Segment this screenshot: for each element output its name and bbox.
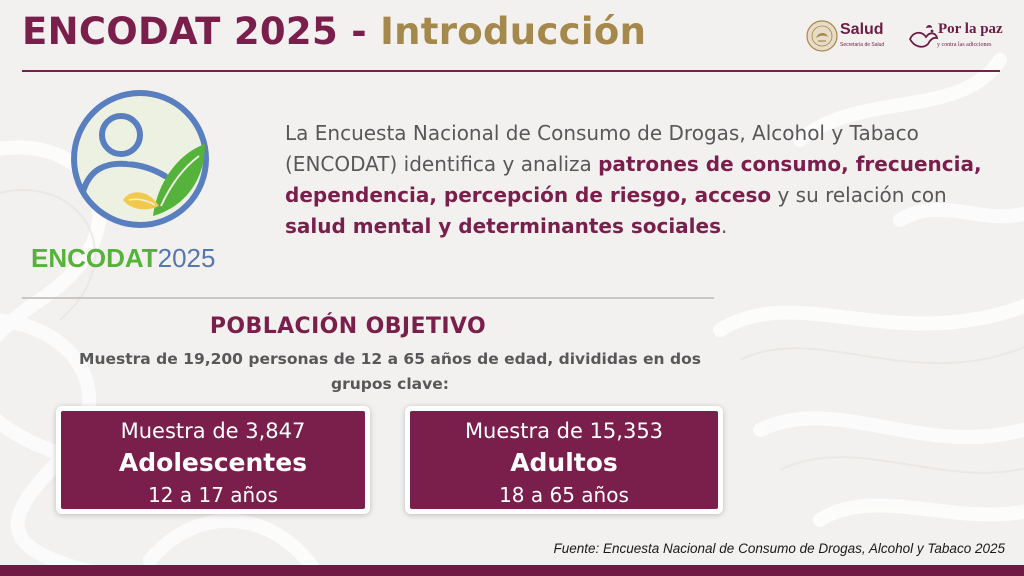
poblacion-title: POBLACIÓN OBJETIVO <box>209 314 487 339</box>
salud-logo-subtitle: Secretaría de Salud <box>840 42 885 48</box>
logo-word-encodat: ENCODAT <box>31 243 158 273</box>
intro-paragraph: La Encuesta Nacional de Consumo de Droga… <box>285 118 997 242</box>
header-logos: Salud Secretaría de Salud Por la paz y c… <box>806 18 1016 58</box>
intro-text-3: . <box>721 214 728 238</box>
group-card-body: Muestra de 3,847 Adolescentes 12 a 17 añ… <box>61 411 365 509</box>
group-card-body: Muestra de 15,353 Adultos 18 a 65 años <box>410 411 718 509</box>
por-la-paz-logo-text: Por la paz <box>938 21 1003 37</box>
group-age-range: 18 a 65 años <box>499 483 629 507</box>
header-divider <box>22 70 1000 72</box>
encodat-logo-wordmark: ENCODAT2025 <box>31 243 215 274</box>
intro-text-2: y su relación con <box>771 183 947 207</box>
group-name: Adultos <box>510 448 618 477</box>
intro-highlight-2: salud mental y determinantes sociales <box>285 214 721 238</box>
title-main: ENCODAT 2025 <box>22 10 339 53</box>
title-section: Introducción <box>380 10 647 53</box>
logo-word-year: 2025 <box>157 243 216 273</box>
intro-text-1: La Encuesta Nacional de Consumo de Droga… <box>285 121 919 176</box>
group-sample: Muestra de 15,353 <box>464 419 664 443</box>
encodat-person-leaf-icon <box>71 90 209 228</box>
mexico-seal-icon <box>806 20 838 52</box>
group-name: Adolescentes <box>118 448 308 477</box>
intro-highlight-1: patrones de consumo, frecuencia, depende… <box>285 152 982 207</box>
group-sample: Muestra de 3,847 <box>120 419 306 443</box>
group-card-adolescentes: Muestra de 3,847 Adolescentes 12 a 17 añ… <box>56 406 370 514</box>
source-note: Fuente: Encuesta Nacional de Consumo de … <box>553 541 1005 556</box>
por-la-paz-bird-icon <box>908 25 939 48</box>
poblacion-description: Muestra de 19,200 personas de 12 a 65 añ… <box>79 350 701 393</box>
page-title: ENCODAT 2025 - Introducción <box>22 10 646 53</box>
footer-bar <box>0 565 1024 576</box>
salud-logo-text: Salud <box>840 21 884 38</box>
group-age-range: 12 a 17 años <box>148 483 278 507</box>
group-card-adultos: Muestra de 15,353 Adultos 18 a 65 años <box>405 406 723 514</box>
por-la-paz-logo-subtitle: y contra las adicciones <box>937 42 992 48</box>
title-separator: - <box>338 10 381 53</box>
section-divider <box>22 297 714 299</box>
